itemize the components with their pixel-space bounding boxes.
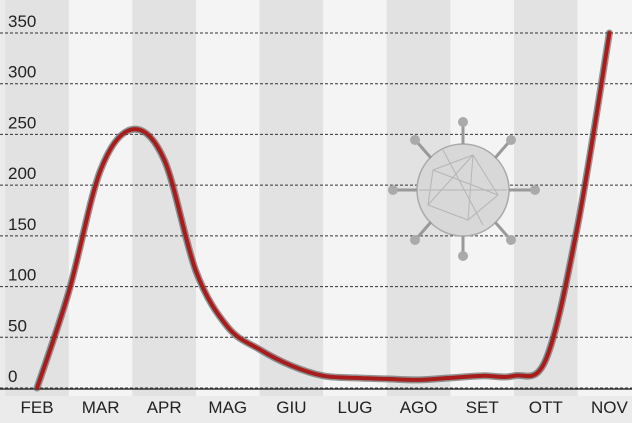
x-tick-label: APR <box>147 398 182 417</box>
month-band <box>5 0 69 396</box>
month-band <box>514 0 578 396</box>
chart: 0 50 100 150 200 250 300 350 FEB MAR APR MAG GIU LUG… <box>0 0 632 423</box>
y-tick-label: 200 <box>8 164 36 183</box>
x-tick-label: AGO <box>400 398 438 417</box>
x-tick-label: OTT <box>529 398 563 417</box>
x-tick-label: SET <box>466 398 499 417</box>
x-tick-label: FEB <box>20 398 53 417</box>
y-tick-label: 0 <box>8 367 17 386</box>
month-band <box>323 0 387 396</box>
y-tick-label: 300 <box>8 63 36 82</box>
x-tick-label: GIU <box>276 398 306 417</box>
y-tick-label: 350 <box>8 12 36 31</box>
x-tick-label: MAR <box>82 398 120 417</box>
y-tick-label: 250 <box>8 113 36 132</box>
month-band <box>196 0 260 396</box>
x-tick-label: LUG <box>338 398 373 417</box>
background-bands <box>5 0 632 396</box>
y-tick-label: 50 <box>8 316 27 335</box>
month-band <box>132 0 196 396</box>
x-tick-label: MAG <box>208 398 247 417</box>
y-tick-label: 150 <box>8 215 36 234</box>
month-band <box>69 0 133 396</box>
y-tick-label: 100 <box>8 266 36 285</box>
month-band <box>260 0 324 396</box>
x-tick-label: NOV <box>591 398 629 417</box>
